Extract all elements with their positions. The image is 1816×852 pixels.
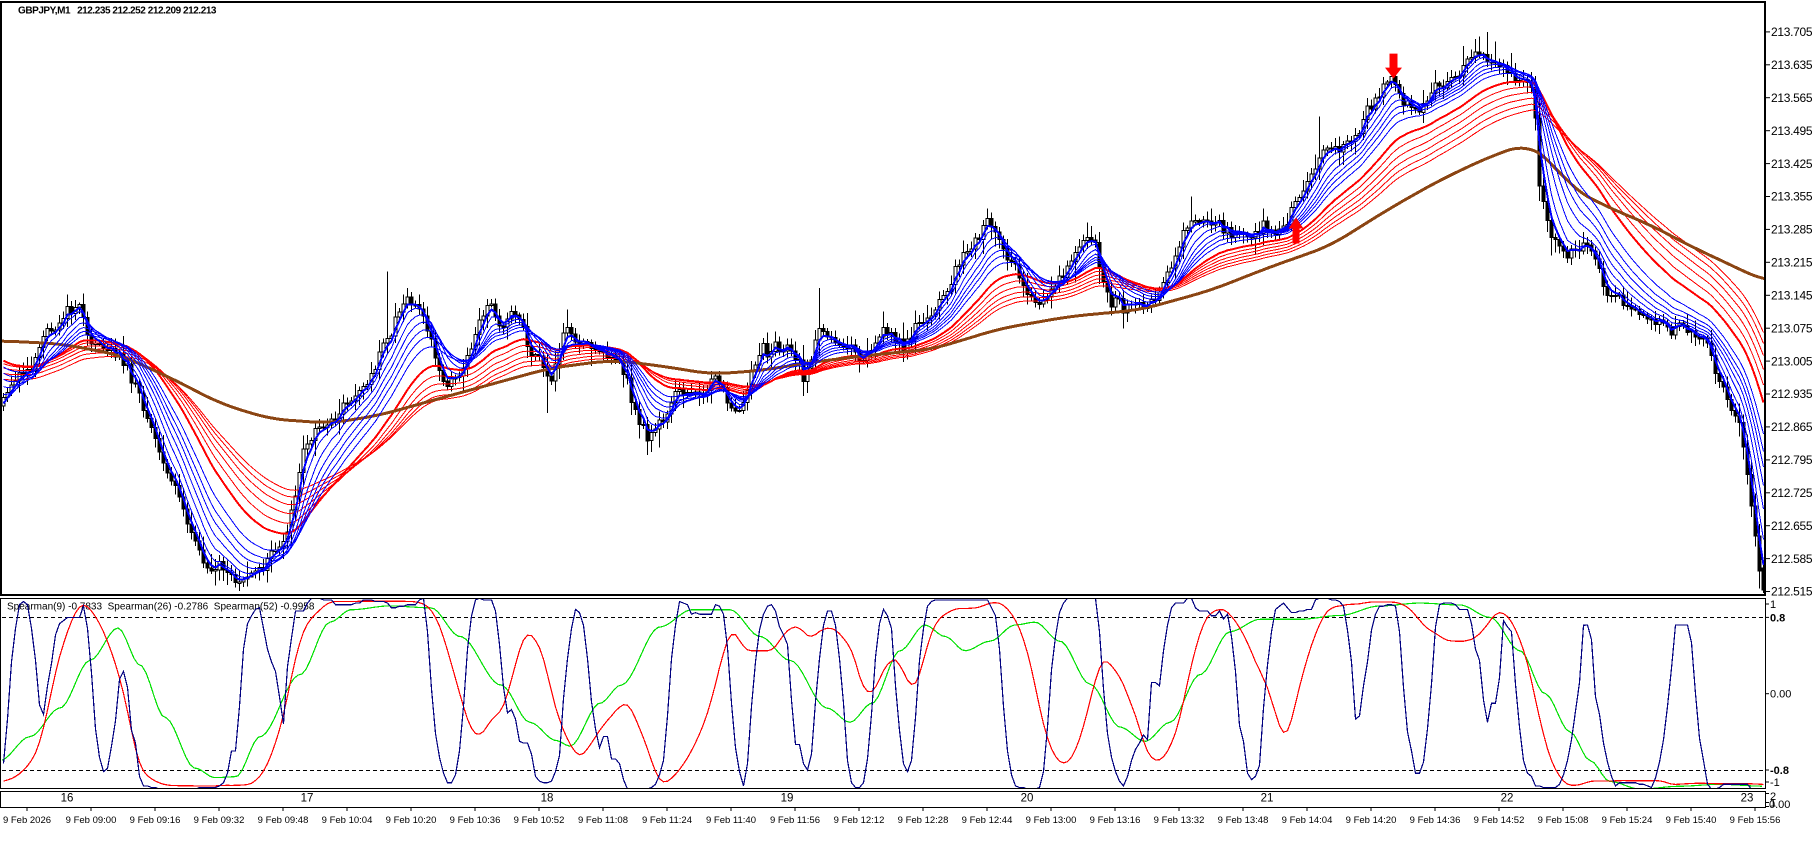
svg-text:213.565: 213.565 [1771, 91, 1813, 105]
svg-text:9 Feb 14:04: 9 Feb 14:04 [1282, 815, 1333, 826]
svg-text:2: 2 [1770, 791, 1776, 803]
svg-text:9 Feb 10:52: 9 Feb 10:52 [514, 815, 565, 826]
svg-text:9 Feb 09:32: 9 Feb 09:32 [194, 815, 245, 826]
svg-text:9 Feb 10:36: 9 Feb 10:36 [450, 815, 501, 826]
svg-text:0.8: 0.8 [1770, 612, 1785, 624]
svg-text:9 Feb 11:08: 9 Feb 11:08 [578, 815, 628, 826]
svg-text:9 Feb 09:16: 9 Feb 09:16 [130, 815, 181, 826]
svg-text:20: 20 [1021, 793, 1034, 805]
svg-text:213.355: 213.355 [1771, 190, 1813, 204]
svg-text:9 Feb 15:56: 9 Feb 15:56 [1730, 815, 1781, 826]
svg-text:213.425: 213.425 [1771, 157, 1813, 171]
svg-text:21: 21 [1261, 793, 1274, 805]
svg-text:0.00: 0.00 [1769, 799, 1790, 811]
svg-text:9 Feb 13:48: 9 Feb 13:48 [1218, 815, 1269, 826]
svg-text:9 Feb 15:08: 9 Feb 15:08 [1538, 815, 1589, 826]
svg-text:9 Feb 09:48: 9 Feb 09:48 [258, 815, 309, 826]
svg-text:212.585: 212.585 [1771, 552, 1813, 566]
svg-text:213.705: 213.705 [1771, 25, 1813, 39]
svg-text:9 Feb 13:16: 9 Feb 13:16 [1090, 815, 1141, 826]
svg-text:22: 22 [1501, 793, 1514, 805]
svg-text:9 Feb 10:04: 9 Feb 10:04 [322, 815, 373, 826]
svg-text:GBPJPY,M1 212.235 212.252 21: GBPJPY,M1 212.235 212.252 212.209 212.21… [18, 6, 217, 17]
svg-text:1: 1 [1770, 798, 1776, 810]
svg-text:213.075: 213.075 [1771, 321, 1813, 335]
svg-text:212.935: 212.935 [1771, 387, 1813, 401]
svg-text:9 Feb 12:28: 9 Feb 12:28 [898, 815, 949, 826]
svg-text:0.00: 0.00 [1770, 689, 1791, 701]
svg-text:19: 19 [781, 793, 794, 805]
svg-text:9 Feb 14:36: 9 Feb 14:36 [1410, 815, 1461, 826]
svg-text:213.215: 213.215 [1771, 256, 1813, 270]
svg-text:212.655: 212.655 [1771, 519, 1813, 533]
svg-text:9 Feb 11:56: 9 Feb 11:56 [770, 815, 820, 826]
svg-text:213.635: 213.635 [1771, 58, 1813, 72]
svg-text:Spearman(9) -0.7833 Spearman(: Spearman(9) -0.7833 Spearman(26) -0.2786… [7, 602, 315, 613]
svg-text:1: 1 [1770, 599, 1776, 611]
svg-text:23: 23 [1741, 793, 1754, 805]
svg-text:213.005: 213.005 [1771, 354, 1813, 368]
svg-text:9 Feb 14:52: 9 Feb 14:52 [1474, 815, 1525, 826]
svg-text:16: 16 [61, 793, 74, 805]
svg-text:-1: -1 [1770, 777, 1780, 789]
svg-text:9 Feb 14:20: 9 Feb 14:20 [1346, 815, 1397, 826]
svg-text:-0.8: -0.8 [1770, 765, 1789, 777]
svg-text:213.145: 213.145 [1771, 289, 1813, 303]
svg-text:9 Feb 2026: 9 Feb 2026 [3, 815, 51, 826]
svg-text:9 Feb 09:00: 9 Feb 09:00 [66, 815, 117, 826]
svg-text:9 Feb 11:24: 9 Feb 11:24 [642, 815, 692, 826]
svg-text:9 Feb 12:44: 9 Feb 12:44 [962, 815, 1013, 826]
svg-text:9 Feb 15:40: 9 Feb 15:40 [1666, 815, 1717, 826]
svg-text:213.285: 213.285 [1771, 223, 1813, 237]
svg-text:213.495: 213.495 [1771, 124, 1813, 138]
svg-text:9 Feb 11:40: 9 Feb 11:40 [706, 815, 756, 826]
svg-text:212.515: 212.515 [1771, 585, 1813, 599]
svg-text:9 Feb 15:24: 9 Feb 15:24 [1602, 815, 1653, 826]
svg-text:212.725: 212.725 [1771, 486, 1813, 500]
svg-text:17: 17 [301, 793, 314, 805]
svg-text:9 Feb 12:12: 9 Feb 12:12 [834, 815, 885, 826]
svg-text:18: 18 [541, 793, 554, 805]
svg-text:212.865: 212.865 [1771, 420, 1813, 434]
svg-text:9 Feb 10:20: 9 Feb 10:20 [386, 815, 437, 826]
svg-text:9 Feb 13:32: 9 Feb 13:32 [1154, 815, 1205, 826]
svg-text:212.795: 212.795 [1771, 453, 1813, 467]
svg-text:9 Feb 13:00: 9 Feb 13:00 [1026, 815, 1077, 826]
